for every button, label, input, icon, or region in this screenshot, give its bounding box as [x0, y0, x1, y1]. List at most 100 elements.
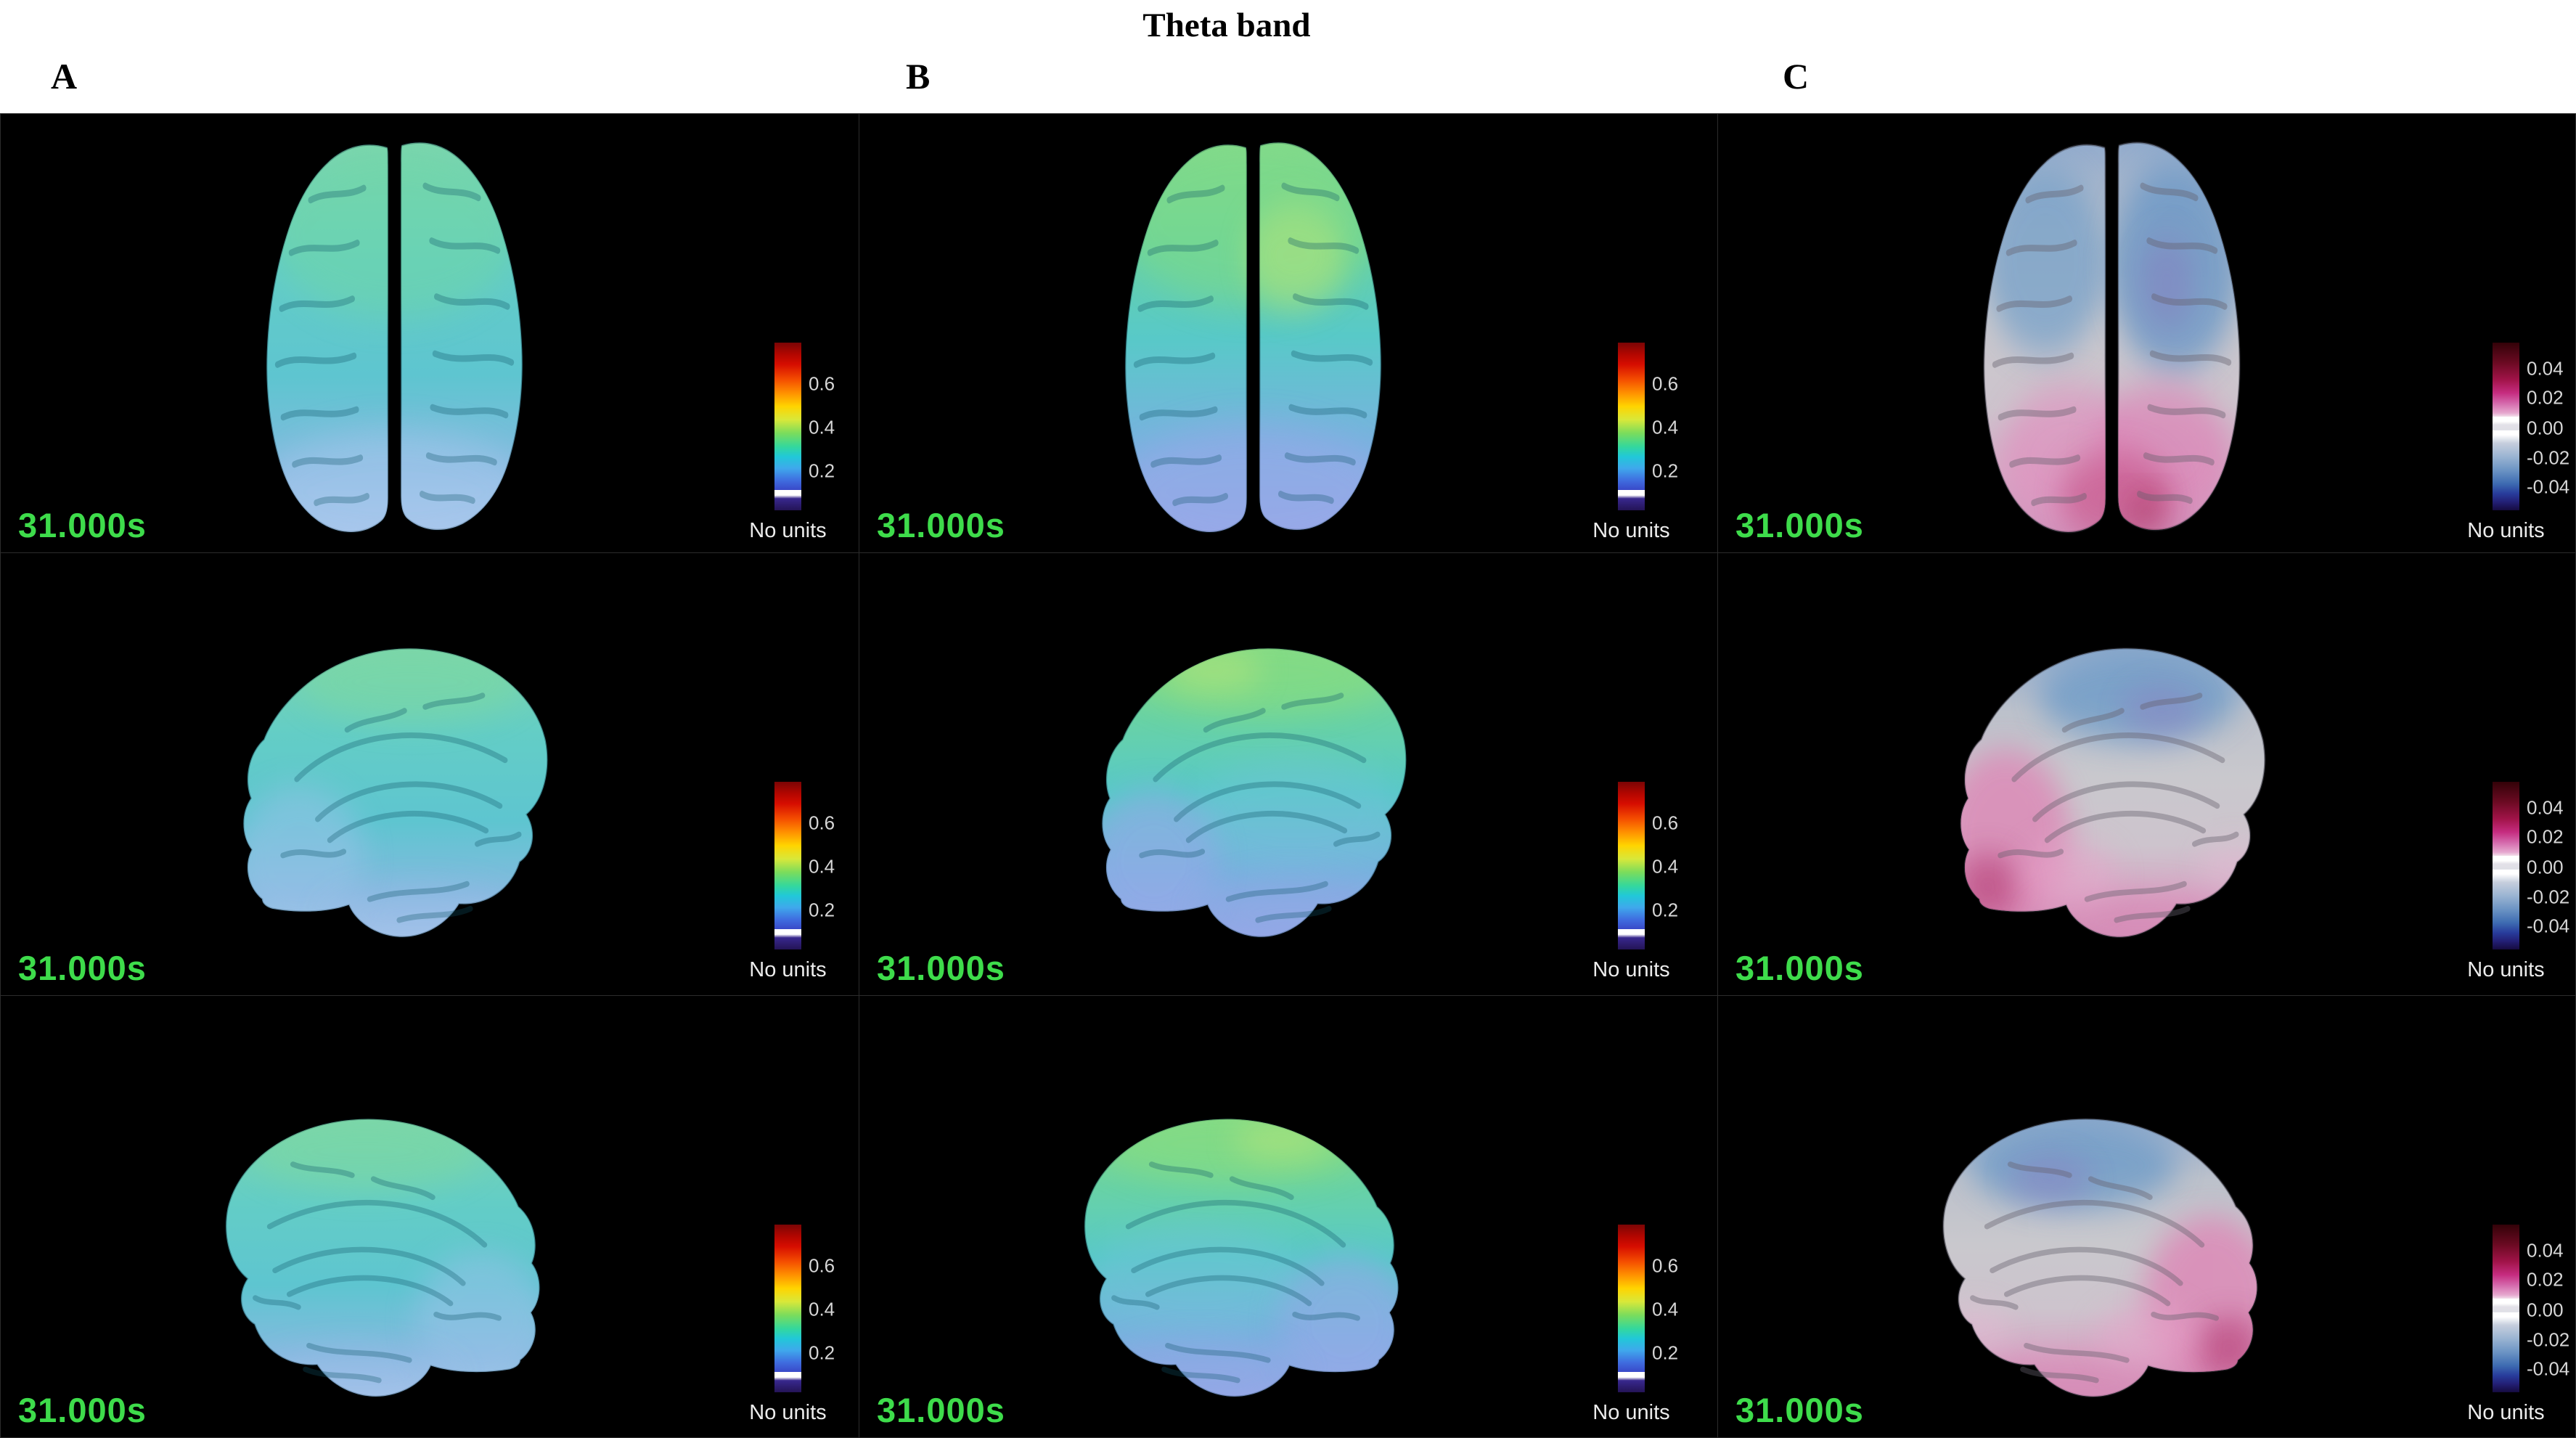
- timestamp-label: 31.000s: [18, 1391, 147, 1429]
- colorbar-tick: 0.2: [1652, 1341, 1679, 1364]
- colorbar-units-label: No units: [749, 519, 827, 542]
- colorbar-threshold-line: [1618, 490, 1645, 493]
- colorbar-tick: 0.02: [2527, 386, 2564, 409]
- panel-b-medial-left: 0.6 0.4 0.2 No units 31.000s: [859, 995, 1718, 1438]
- colorbar-gradient-diverging: [2493, 1225, 2519, 1392]
- colorbar-tick: 0.00: [2527, 1299, 2564, 1321]
- panel-a-top-view: 0.6 0.4 0.2 No units 31.000s: [0, 113, 859, 553]
- timestamp-label: 31.000s: [877, 506, 1005, 544]
- colorbar-tick: 0.4: [1652, 855, 1679, 878]
- colorbar-tick: 0.4: [809, 1298, 835, 1320]
- colorbar-units-label: No units: [2467, 519, 2545, 542]
- timestamp-label: 31.000s: [18, 506, 147, 544]
- panel-b-top-view: 0.6 0.4 0.2 No units 31.000s: [859, 113, 1718, 553]
- colorbar-gradient-jet: [774, 1225, 801, 1392]
- colorbar-gradient-jet: [1618, 343, 1645, 510]
- timestamp-label: 31.000s: [877, 1391, 1005, 1429]
- colorbar-zero-line: [2493, 1312, 2519, 1315]
- colorbar-tick: 0.2: [809, 459, 835, 482]
- colorbar-tick: 0.00: [2527, 417, 2564, 439]
- figure-header: Theta band A B C: [0, 0, 2576, 113]
- timestamp-label: 31.000s: [18, 949, 147, 987]
- colorbar-gradient-jet: [1618, 1225, 1645, 1392]
- colorbar-threshold-line: [774, 1372, 801, 1375]
- colorbar-zero-line: [2493, 870, 2519, 873]
- brain-medial-b: [1076, 616, 1440, 958]
- brain-dorsal-a: [233, 130, 556, 538]
- panel-label-b: B: [906, 56, 931, 97]
- colorbar-tick: 0.02: [2527, 1268, 2564, 1291]
- colorbar-tick: 0.6: [1652, 1254, 1679, 1277]
- colorbar-tick: -0.04: [2527, 475, 2570, 498]
- colorbar-c2: 0.04 0.02 0.00 -0.02 -0.04 No units: [2442, 782, 2575, 995]
- colorbar-units-label: No units: [749, 1401, 827, 1424]
- colorbar-units-label: No units: [2467, 958, 2545, 981]
- brain-dorsal-b: [1092, 130, 1415, 538]
- colorbar-tick: -0.02: [2527, 886, 2570, 908]
- brain-medial-a-mirrored: [191, 1087, 567, 1417]
- colorbar-units-label: No units: [1592, 958, 1670, 981]
- panel-label-a: A: [51, 56, 78, 97]
- colorbar-units-label: No units: [2467, 1401, 2545, 1424]
- colorbar-a1: 0.6 0.4 0.2 No units: [724, 343, 859, 552]
- colorbar-zero-line: [2493, 417, 2519, 420]
- colorbar-gradient-diverging: [2493, 782, 2519, 949]
- figure-title: Theta band: [1142, 7, 1311, 44]
- brain-medial-b-mirrored: [1050, 1087, 1426, 1417]
- timestamp-label: 31.000s: [1735, 949, 1864, 987]
- panel-label-c: C: [1783, 56, 1810, 97]
- colorbar-tick: 0.4: [809, 855, 835, 878]
- brain-dorsal-c: [1950, 130, 2273, 538]
- colorbar-threshold-line: [774, 929, 801, 932]
- colorbar-tick: 0.4: [809, 416, 835, 438]
- colorbar-units-label: No units: [1592, 1401, 1670, 1424]
- colorbar-tick: -0.04: [2527, 1357, 2570, 1380]
- timestamp-label: 31.000s: [877, 949, 1005, 987]
- colorbar-tick: -0.02: [2527, 1328, 2570, 1351]
- colorbar-tick: 0.04: [2527, 357, 2564, 380]
- colorbar-a2: 0.6 0.4 0.2 No units: [724, 782, 859, 995]
- colorbar-tick: 0.4: [1652, 416, 1679, 438]
- brain-medial-a: [217, 616, 581, 958]
- brain-medial-c: [1934, 616, 2299, 958]
- panel-c-top-view: 0.04 0.02 0.00 -0.02 -0.04 No units 31.0…: [1717, 113, 2576, 553]
- colorbar-tick: 0.6: [1652, 812, 1679, 834]
- colorbar-tick: 0.04: [2527, 796, 2564, 819]
- colorbar-tick: 0.6: [809, 1254, 835, 1277]
- colorbar-c1: 0.04 0.02 0.00 -0.02 -0.04 No units: [2442, 343, 2575, 552]
- colorbar-a3: 0.6 0.4 0.2 No units: [724, 1225, 859, 1437]
- colorbar-tick: 0.6: [809, 372, 835, 395]
- panel-c-medial-left: 0.04 0.02 0.00 -0.02 -0.04 No units 31.0…: [1717, 995, 2576, 1438]
- colorbar-b2: 0.6 0.4 0.2 No units: [1567, 782, 1717, 995]
- colorbar-c3: 0.04 0.02 0.00 -0.02 -0.04 No units: [2442, 1225, 2575, 1437]
- colorbar-b3: 0.6 0.4 0.2 No units: [1567, 1225, 1717, 1437]
- panel-c-medial-right: 0.04 0.02 0.00 -0.02 -0.04 No units 31.0…: [1717, 552, 2576, 996]
- colorbar-b1: 0.6 0.4 0.2 No units: [1567, 343, 1717, 552]
- colorbar-tick: 0.2: [809, 899, 835, 921]
- colorbar-tick: -0.02: [2527, 446, 2570, 469]
- colorbar-gradient-diverging: [2493, 343, 2519, 510]
- colorbar-tick: 0.04: [2527, 1239, 2564, 1262]
- colorbar-tick: 0.6: [1652, 372, 1679, 395]
- timestamp-label: 31.000s: [1735, 506, 1864, 544]
- colorbar-gradient-jet: [774, 782, 801, 949]
- colorbar-tick: -0.04: [2527, 915, 2570, 937]
- panel-a-medial-left: 0.6 0.4 0.2 No units 31.000s: [0, 995, 859, 1438]
- colorbar-threshold-line: [1618, 1372, 1645, 1375]
- colorbar-tick: 0.00: [2527, 856, 2564, 878]
- colorbar-units-label: No units: [1592, 519, 1670, 542]
- colorbar-gradient-jet: [774, 343, 801, 510]
- colorbar-threshold-line: [1618, 929, 1645, 932]
- brain-medial-c-mirrored: [1908, 1087, 2284, 1417]
- colorbar-zero-line: [2493, 1299, 2519, 1302]
- colorbar-zero-line: [2493, 856, 2519, 859]
- colorbar-tick: 0.2: [1652, 459, 1679, 482]
- timestamp-label: 31.000s: [1735, 1391, 1864, 1429]
- colorbar-tick: 0.4: [1652, 1298, 1679, 1320]
- colorbar-units-label: No units: [749, 958, 827, 981]
- colorbar-tick: 0.2: [1652, 899, 1679, 921]
- colorbar-tick: 0.2: [809, 1341, 835, 1364]
- colorbar-gradient-jet: [1618, 782, 1645, 949]
- panel-a-medial-right: 0.6 0.4 0.2 No units 31.000s: [0, 552, 859, 996]
